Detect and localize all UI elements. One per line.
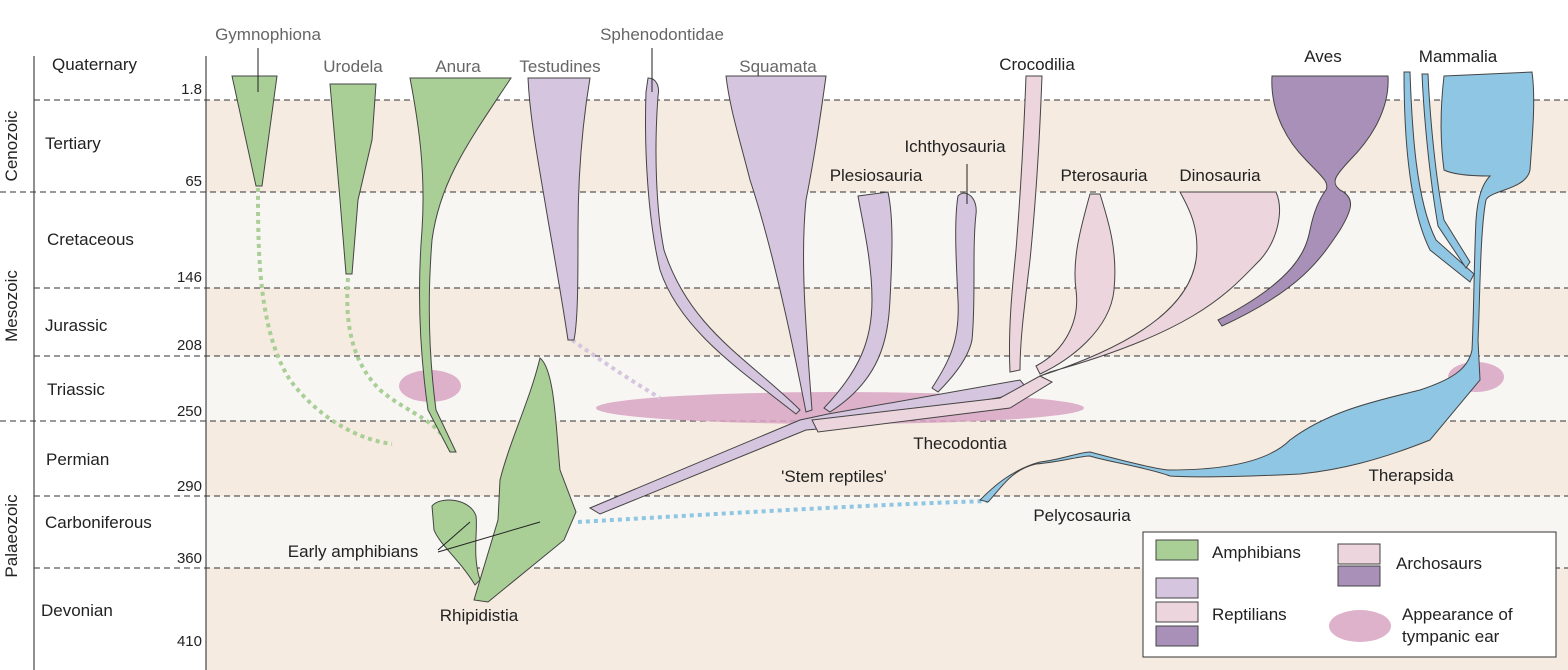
legend-swatch-amphibians	[1155, 539, 1199, 561]
legend-label-archosaurs: Archosaurs	[1396, 554, 1482, 573]
legend-swatch-reptilians-3	[1155, 625, 1199, 647]
period-label-carboniferous: Carboniferous	[45, 513, 152, 532]
legend-swatch-archosaurs-dark	[1337, 565, 1381, 587]
label-urodela: Urodela	[323, 57, 383, 76]
era-label-palaeozoic: Palaeozoic	[2, 494, 21, 578]
label-pelycosauria: Pelycosauria	[1033, 506, 1131, 525]
rhipidistia-branch	[473, 357, 577, 603]
boundary-number-250: 250	[177, 403, 202, 420]
legend-label-tympanic-line1: Appearance of	[1402, 605, 1513, 624]
legend-swatch-reptilians-2	[1155, 601, 1199, 623]
boundary-number-65: 65	[185, 173, 202, 190]
label-crocodilia: Crocodilia	[999, 55, 1075, 74]
early-amphibians-pointer-1	[437, 521, 471, 551]
mammalia-side-branch-2	[1421, 73, 1471, 269]
label-sphenodontidae: Sphenodontidae	[600, 25, 724, 44]
label-rhipidistia: Rhipidistia	[440, 606, 519, 625]
legend-label-tympanic-line2: tympanic ear	[1402, 627, 1500, 646]
dinosauria-branch	[1039, 191, 1280, 377]
mammalia-branch	[979, 71, 1535, 503]
testudines-branch	[527, 77, 591, 341]
label-squamata: Squamata	[739, 57, 817, 76]
period-label-tertiary: Tertiary	[45, 134, 101, 153]
boundary-number-208: 208	[177, 337, 202, 354]
gymnophiona-dotted-lineage	[256, 187, 393, 446]
period-label-permian: Permian	[46, 450, 109, 469]
label-aves: Aves	[1304, 47, 1342, 66]
legend-swatch-archosaurs-light	[1337, 543, 1381, 565]
period-label-jurassic: Jurassic	[45, 316, 108, 335]
testudines-dotted-lineage	[570, 338, 662, 400]
label-ichthyosauria: Ichthyosauria	[904, 137, 1006, 156]
sphenodontidae-branch	[645, 77, 801, 415]
pelycosauria-dotted-lineage	[577, 499, 989, 524]
legend-swatch-tympanic-ear	[1329, 610, 1391, 642]
label-mammalia: Mammalia	[1419, 47, 1498, 66]
label-plesiosauria: Plesiosauria	[830, 166, 923, 185]
thecodontia-branch	[811, 375, 1054, 433]
plesiosauria-branch	[823, 191, 893, 413]
label-therapsida: Therapsida	[1368, 466, 1454, 485]
label-early-amphibians: Early amphibians	[288, 542, 418, 561]
legend-swatch-reptilians-1	[1155, 577, 1199, 599]
boundary-number-290: 290	[177, 478, 202, 495]
boundary-number-146: 146	[177, 269, 202, 286]
squamata-branch	[725, 75, 827, 413]
boundary-number-410: 410	[177, 633, 202, 650]
crocodilia-branch	[1008, 75, 1043, 373]
early-amphibians-pointer-2	[437, 521, 541, 553]
label-anura: Anura	[435, 57, 481, 76]
boundary-number-1-8: 1.8	[181, 81, 202, 98]
aves-branch	[1217, 75, 1389, 327]
label-stem-reptiles: 'Stem reptiles'	[781, 467, 887, 486]
boundary-number-360: 360	[177, 550, 202, 567]
pterosauria-branch	[1035, 193, 1116, 375]
era-label-cenozoic: Cenozoic	[2, 110, 21, 181]
ichthyosauria-branch	[931, 192, 977, 393]
legend-label-amphibians: Amphibians	[1212, 543, 1301, 562]
period-label-triassic: Triassic	[47, 380, 105, 399]
urodela-branch	[329, 83, 377, 275]
mammalia-side-branch-1	[1403, 71, 1475, 283]
urodela-dotted-lineage	[345, 277, 452, 451]
label-thecodontia: Thecodontia	[913, 434, 1007, 453]
anura-branch	[409, 77, 512, 453]
legend-label-reptilians: Reptilians	[1212, 605, 1287, 624]
label-gymnophiona: Gymnophiona	[215, 25, 321, 44]
label-pterosauria: Pterosauria	[1061, 166, 1148, 185]
label-testudines: Testudines	[519, 57, 600, 76]
period-label-cretaceous: Cretaceous	[47, 230, 134, 249]
legend: Amphibians Reptilians Archosaurs Appeara…	[1142, 531, 1557, 658]
gymnophiona-branch	[231, 75, 278, 187]
era-label-mesozoic: Mesozoic	[2, 270, 21, 342]
label-dinosauria: Dinosauria	[1179, 166, 1261, 185]
period-label-quaternary: Quaternary	[52, 55, 138, 74]
period-label-devonian: Devonian	[41, 601, 113, 620]
